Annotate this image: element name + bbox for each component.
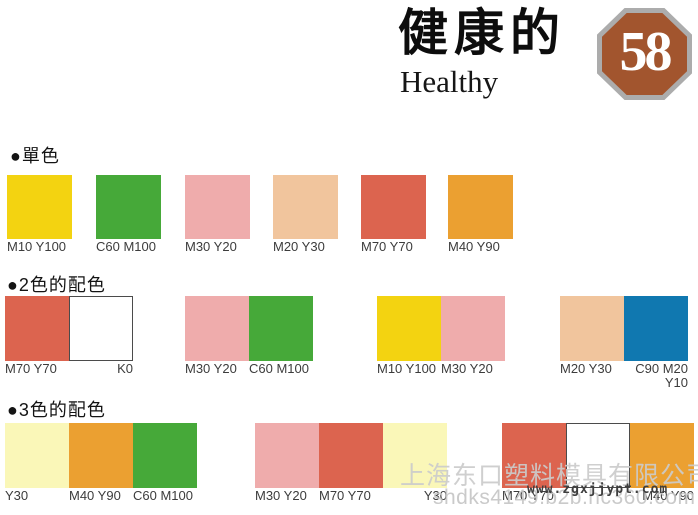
swatch-cmyk-label: M30 Y20 [185,361,237,376]
color-swatch [185,296,249,361]
color-swatch [448,175,513,239]
swatch-cmyk-label: M40 Y90 [448,239,500,254]
section-heading-two-color: ●2色的配色 [7,275,106,295]
page-subtitle: Healthy [400,64,499,99]
section-heading-single-color: ●單色 [10,146,60,166]
color-swatch [185,175,250,239]
swatch-cmyk-label: M10 Y100 [377,361,437,376]
color-swatch [273,175,338,239]
swatch-cmyk-label-line2: Y10 [664,375,688,390]
swatch-cmyk-label: Y30 [5,488,29,503]
color-swatch [441,296,505,361]
swatch-cmyk-label: K0 [117,361,133,376]
color-swatch [96,175,161,239]
swatch-cmyk-label: C60 M100 [133,488,193,503]
swatch-cmyk-label: M30 Y20 [441,361,493,376]
page-number: 58 [619,21,673,83]
color-swatch [69,296,133,361]
color-swatch [5,423,69,488]
swatch-cmyk-label: M20 Y30 [560,361,612,376]
swatch-cmyk-label: C60 M100 [249,361,309,376]
color-swatch [7,175,72,239]
color-swatch [255,423,319,488]
swatch-cmyk-label: M70 Y70 [502,488,554,503]
color-swatch [319,423,383,488]
swatch-cmyk-label: M70 Y70 [361,239,413,254]
color-swatch [383,423,447,488]
color-swatch [133,423,197,488]
color-swatch [5,296,69,361]
swatch-cmyk-label: M40 Y90 [69,488,121,503]
color-swatch [502,423,566,488]
swatch-cmyk-label: C60 M100 [96,239,156,254]
color-swatch [630,423,694,488]
color-swatch [560,296,624,361]
color-swatch [624,296,688,361]
swatch-cmyk-label: M10 Y100 [7,239,67,254]
swatch-cmyk-label: M30 Y20 [185,239,237,254]
color-swatch [361,175,426,239]
swatch-cmyk-label: Y30 [423,488,447,503]
page-number-badge: 58 [597,8,692,100]
color-swatch [249,296,313,361]
swatch-cmyk-label: M30 Y20 [255,488,307,503]
color-swatch [566,423,630,488]
swatch-cmyk-label: M20 Y30 [273,239,325,254]
swatch-cmyk-label: M40 Y90 [642,488,694,503]
color-swatch [377,296,441,361]
swatch-cmyk-label: C90 M20 Y10 [624,362,688,390]
swatch-cmyk-label: M70 Y70 [5,361,57,376]
swatch-cmyk-label: M70 Y70 [319,488,371,503]
color-swatch [69,423,133,488]
page-number-badge-fill: 58 [602,13,687,95]
section-heading-three-color: ●3色的配色 [7,400,106,420]
page-title: 健康的 [398,5,566,61]
